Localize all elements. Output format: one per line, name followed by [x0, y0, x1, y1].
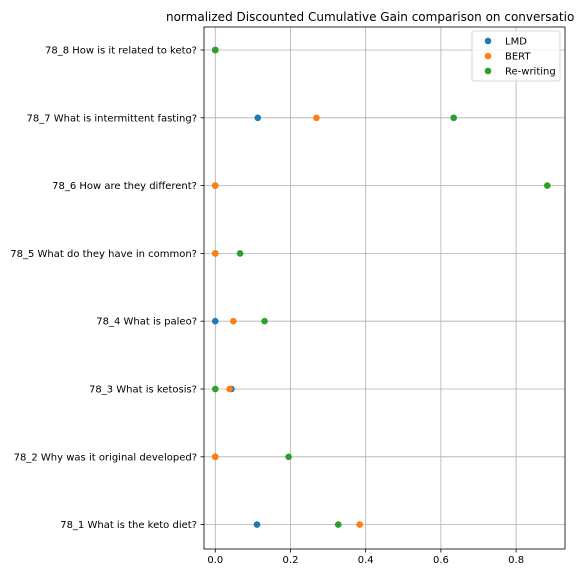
y-tick-label: 78_6 How are they different?	[52, 181, 197, 192]
axes: 0.0 0.2 0.4 0.6 0.8 78_1 What is the keto die…	[10, 26, 566, 566]
y-tick-label: 78_3 What is ketosis?	[89, 385, 197, 396]
legend-marker	[484, 52, 492, 60]
y-tick-label: 78_2 Why was it original developed?	[14, 452, 197, 463]
x-tick-label: 0.4	[358, 555, 374, 566]
y-tick-label: 78_5 What do they have in common?	[10, 249, 197, 260]
data-point-re-writing	[211, 385, 219, 393]
x-tick-label: 0.8	[508, 555, 524, 566]
data-point-bert	[356, 521, 363, 528]
x-tick-label: 0.2	[283, 555, 299, 566]
data-point-re-writing	[544, 182, 551, 189]
plot-area	[204, 27, 565, 549]
axes-frame	[203, 26, 566, 550]
y-tick-label: 78_4 What is paleo?	[96, 317, 197, 328]
data-points	[211, 46, 551, 528]
data-point-lmd	[211, 317, 219, 325]
y-tick-label: 78_8 How is it related to keto?	[45, 46, 197, 57]
data-point-re-writing	[211, 46, 219, 54]
data-point-re-writing	[236, 250, 244, 257]
x-tick-label: 0.6	[433, 555, 449, 566]
legend-label: LMD	[505, 37, 527, 48]
data-point-re-writing	[285, 453, 292, 461]
legend-label: Re-writing	[505, 67, 556, 78]
legend-label: BERT	[505, 52, 531, 63]
data-point-bert	[211, 453, 219, 461]
legend-marker	[484, 67, 492, 75]
data-point-bert	[226, 385, 233, 393]
legend-marker	[484, 37, 492, 45]
legend-box	[471, 30, 561, 82]
data-point-lmd	[253, 521, 261, 528]
x-tick-label: 0.0	[207, 555, 223, 566]
y-tick-label: 78_7 What is intermittent fasting?	[26, 113, 197, 124]
legend: LMD BERT Re-writing	[471, 30, 561, 82]
data-point-re-writing	[450, 114, 457, 122]
data-point-bert	[230, 317, 237, 325]
y-tick-label: 78_1 What is the keto diet?	[60, 520, 197, 531]
data-point-re-writing	[334, 521, 342, 528]
data-point-re-writing	[261, 317, 268, 325]
data-point-bert	[313, 114, 320, 122]
data-point-bert	[211, 182, 219, 189]
data-point-lmd	[254, 114, 262, 122]
data-point-bert	[211, 250, 219, 257]
chart-title: normalized Discounted Cumulative Gain co…	[166, 10, 574, 24]
